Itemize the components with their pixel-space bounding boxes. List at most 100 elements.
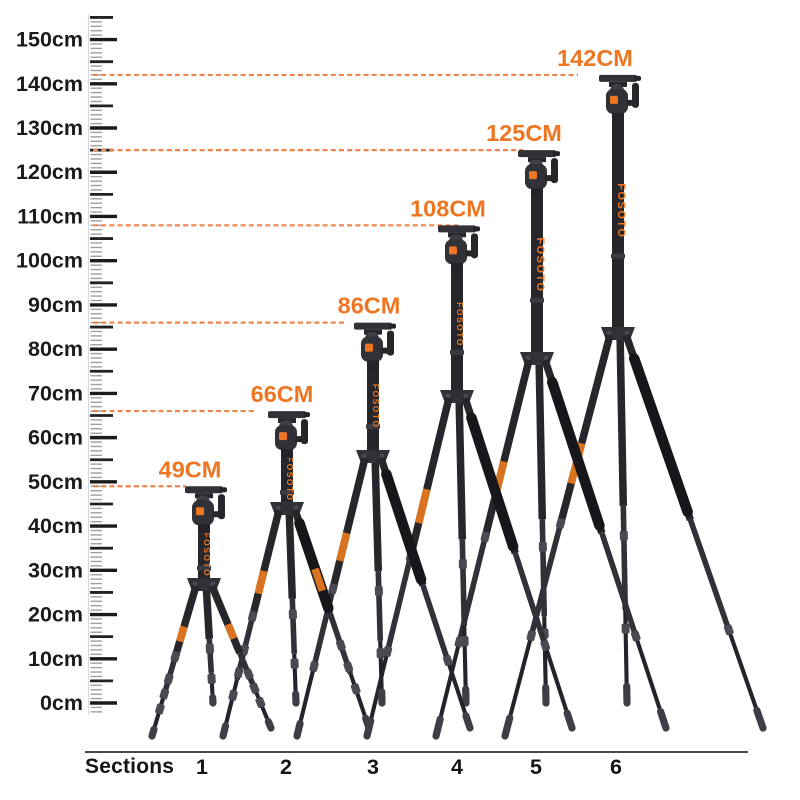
tripod-column-lock	[366, 424, 380, 430]
tripod-leg-flip-lock	[374, 585, 383, 597]
tripod-leg-segment	[535, 355, 547, 520]
ruler-tick-label: 30cm	[28, 558, 83, 582]
pan-lock-handle	[301, 419, 308, 445]
tripod-leg-segment	[202, 581, 214, 640]
tripod-leg-segment	[249, 509, 283, 618]
head-neck	[198, 524, 210, 534]
section-number: 5	[530, 755, 542, 779]
tripod-leg-flip-lock	[460, 636, 469, 647]
tripod-leg-flip-lock	[336, 639, 346, 651]
tripod-center-column	[367, 368, 379, 458]
tripod-leg-segment	[171, 584, 200, 658]
tripod-apex-bolt	[543, 355, 549, 361]
tripod-foot	[462, 712, 474, 732]
tripod-leg-foam-grip	[294, 517, 334, 614]
tripod-apex-bolt	[606, 330, 612, 336]
tripod-6: FOSOTO	[501, 74, 767, 740]
tripod-apex-bolt	[361, 453, 367, 459]
tripod-foot	[219, 722, 230, 740]
tripod-leg-flip-lock	[480, 531, 490, 543]
ruler: 0cm 10cm 20cm 30cm 40cm 50cm 60cm 70cm 80cm 90cm 1…	[16, 14, 117, 715]
plate-knob	[553, 151, 560, 157]
tripod-ball-head	[185, 486, 227, 534]
head-neck	[281, 449, 293, 459]
ruler-tick-label: 60cm	[28, 426, 83, 450]
ruler-tick-label: 120cm	[16, 160, 83, 184]
tripod-leg-flip-lock	[630, 630, 641, 642]
sections-axis: 1 2 3 4 5 6	[85, 751, 748, 779]
tripod-leg-flip-lock	[309, 661, 319, 672]
tripod-leg-flip-lock	[442, 655, 453, 666]
tripod-leg-orange-band	[176, 625, 188, 643]
tripod-leg-segment	[375, 570, 384, 641]
tripod-center-column	[281, 457, 293, 510]
tripod-column-lock	[197, 565, 211, 571]
tripod-leg-flip-lock	[328, 583, 338, 595]
tripod-leg-flip-lock	[458, 558, 467, 569]
plate-knob	[303, 412, 310, 418]
tripod-brand-text: FOSOTO	[615, 183, 627, 238]
tripod-ball-head	[438, 225, 480, 273]
x-axis-title: Sections	[85, 755, 175, 778]
height-label: 49CM	[159, 456, 222, 482]
tripod-leg-flip-lock	[343, 661, 354, 673]
quick-release-plate	[185, 486, 223, 494]
ruler-tick-label: 100cm	[16, 249, 83, 273]
tripod-apex-bolt	[192, 581, 198, 587]
tripod-leg-foam-grip	[628, 353, 693, 518]
tripod-brand-text: FOSOTO	[534, 237, 546, 292]
tripod-leg-orange-band	[311, 567, 326, 592]
tripod-leg-flip-lock	[619, 530, 628, 541]
head-brand-badge	[365, 343, 373, 352]
tripod-column-lock	[450, 349, 464, 355]
head-brand-badge	[529, 171, 537, 180]
ruler-tick-label: 130cm	[16, 116, 83, 140]
tripod-leg-segment	[687, 518, 732, 631]
tripod-leg-flip-lock	[228, 689, 238, 701]
tripod-foot	[362, 714, 373, 732]
tripod-leg-foam-grip	[466, 412, 519, 552]
height-guides	[93, 73, 578, 488]
tripod-leg-segment	[557, 334, 614, 525]
tripod-leg-orange-band	[414, 488, 431, 524]
tripod-center-column	[531, 196, 543, 360]
tripod-leg-segment	[726, 629, 763, 723]
section-number: 2	[280, 755, 292, 779]
ruler-tick-label: 10cm	[28, 647, 83, 671]
tripod-2: FOSOTO	[219, 411, 373, 740]
tripod-leg-segment	[620, 505, 629, 611]
section-number: 6	[610, 755, 622, 779]
tripod-foot	[563, 709, 576, 732]
ruler-tick-label: 40cm	[28, 514, 83, 538]
tripod-leg-segment	[289, 598, 298, 654]
tripod-apex-bolt	[525, 355, 531, 361]
height-label: 66CM	[251, 381, 314, 407]
tripod-leg-segment	[406, 397, 453, 558]
head-brand-badge	[279, 432, 287, 441]
tripod-leg-flip-lock	[350, 683, 361, 695]
tripod-leg-flip-lock	[382, 646, 393, 657]
tripod-leg-segment	[208, 584, 244, 655]
tripod-column-lock	[611, 253, 625, 259]
tripod-brand-text: FOSOTO	[455, 302, 465, 347]
head-brand-badge	[449, 246, 457, 255]
tripod-1: FOSOTO	[148, 486, 275, 740]
height-label: 86CM	[338, 293, 401, 319]
height-label: 108CM	[410, 195, 486, 221]
height-label: 142CM	[557, 45, 633, 71]
tripod-leg-orange-band	[254, 570, 268, 595]
height-labels: 49CM 66CM 86CM 108CM 125CM 142CM	[159, 45, 633, 482]
tripod-center-column	[198, 532, 210, 586]
tripod-brand-text: FOSOTO	[371, 384, 381, 429]
pan-lock-handle	[471, 233, 478, 259]
pan-lock-handle	[551, 158, 558, 184]
plate-knob	[389, 323, 396, 329]
tripod-foot	[264, 718, 275, 732]
ruler-tick-label: 70cm	[28, 381, 83, 405]
height-label: 125CM	[486, 120, 562, 146]
tripod-foot	[501, 714, 514, 740]
tripod-leg-segment	[420, 584, 451, 662]
plate-knob	[473, 226, 480, 232]
tripod-column-lock	[280, 489, 294, 495]
tripod-leg-segment	[481, 359, 533, 538]
